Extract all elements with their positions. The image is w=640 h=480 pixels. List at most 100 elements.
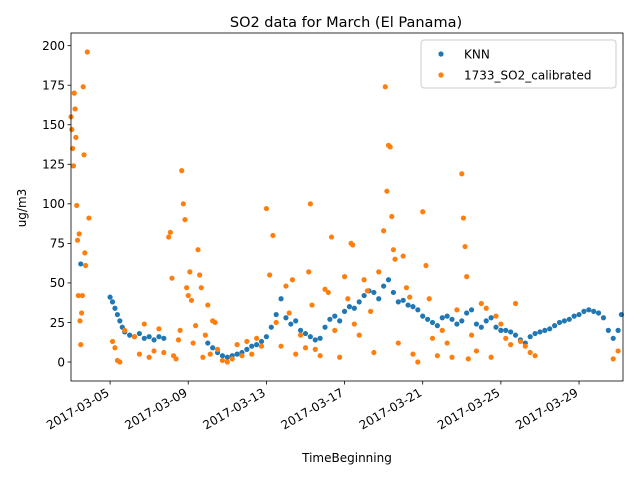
knn-point xyxy=(258,338,265,345)
knn-point xyxy=(390,289,397,296)
so2-calibrated-point xyxy=(136,351,142,357)
knn-point xyxy=(493,324,499,330)
knn-point xyxy=(434,323,440,329)
knn-point xyxy=(561,318,567,324)
knn-point xyxy=(425,316,431,322)
so2-calibrated-point xyxy=(498,321,504,327)
knn-point xyxy=(356,299,362,305)
so2-calibrated-point xyxy=(322,286,328,292)
knn-point xyxy=(410,304,416,310)
so2-calibrated-point xyxy=(454,307,460,313)
so2-calibrated-point xyxy=(188,297,195,303)
so2-calibrated-point xyxy=(207,351,213,357)
so2-calibrated-point xyxy=(190,340,196,346)
knn-point xyxy=(351,305,357,311)
so2-calibrated-point xyxy=(415,359,421,365)
so2-calibrated-point xyxy=(200,354,206,360)
so2-calibrated-point xyxy=(258,343,265,349)
so2-calibrated-point xyxy=(390,247,397,253)
so2-calibrated-point xyxy=(483,305,489,311)
knn-point xyxy=(151,337,157,343)
so2-calibrated-point xyxy=(307,201,313,207)
knn-point xyxy=(444,313,450,319)
knn-point xyxy=(498,327,504,333)
knn-point xyxy=(361,292,367,299)
so2-calibrated-point xyxy=(224,359,230,365)
so2-calibrated-point xyxy=(522,343,528,349)
so2-calibrated-point xyxy=(156,326,162,332)
knn-point xyxy=(141,335,147,341)
so2-calibrated-point xyxy=(351,321,357,327)
knn-point xyxy=(317,335,323,341)
so2-calibrated-point xyxy=(82,250,88,256)
so2-calibrated-point xyxy=(610,356,616,362)
so2-calibrated-point xyxy=(395,340,401,346)
plot-frame xyxy=(70,32,624,382)
knn-point xyxy=(420,313,426,319)
knn-point xyxy=(488,315,494,321)
so2-calibrated-point xyxy=(289,277,296,283)
knn-point xyxy=(210,345,216,351)
so2-calibrated-point xyxy=(198,285,204,291)
so2-calibrated-point xyxy=(187,269,193,275)
knn-point xyxy=(503,327,509,333)
so2-calibrated-point xyxy=(478,300,484,307)
knn-point xyxy=(395,299,401,305)
so2-calibrated-point xyxy=(361,277,367,283)
so2-calibrated-point xyxy=(328,234,335,240)
so2-calibrated-point xyxy=(317,353,323,359)
knn-point xyxy=(322,324,328,330)
so2-calibrated-point xyxy=(337,354,343,360)
knn-point xyxy=(249,343,255,349)
y-axis-ticks: 0 25 50 75 100 125 150 175 200 xyxy=(42,39,71,369)
so2-calibrated-point xyxy=(71,90,77,96)
so2-calibrated-point xyxy=(78,310,85,316)
knn-point xyxy=(273,311,279,318)
knn-point xyxy=(307,334,313,340)
so2-calibrated-point xyxy=(389,213,395,220)
so2-calibrated-point xyxy=(460,215,467,221)
so2-calibrated-point xyxy=(179,168,185,174)
knn-point xyxy=(244,346,250,352)
so2-calibrated-point xyxy=(493,313,499,319)
so2-calibrated-point xyxy=(381,228,387,234)
y-tick-label: 50 xyxy=(50,276,65,290)
so2-calibrated-point xyxy=(151,348,157,354)
knn-point xyxy=(312,337,318,343)
so2-calibrated-point xyxy=(503,335,509,341)
so2-calibrated-point xyxy=(84,49,90,55)
so2-calibrated-point xyxy=(75,292,81,299)
so2-calibrated-point xyxy=(109,338,116,345)
so2-calibrated-point xyxy=(532,353,538,359)
so2-calibrated-point xyxy=(184,285,190,291)
plot-background xyxy=(71,33,623,381)
knn-point xyxy=(537,329,543,335)
so2-calibrated-point xyxy=(278,343,284,349)
legend-frame xyxy=(420,39,617,89)
so2-calibrated-point xyxy=(80,84,86,90)
knn-point xyxy=(263,334,269,340)
knn-point xyxy=(337,318,343,324)
so2-calibrated-point xyxy=(464,274,470,280)
so2-calibrated-point xyxy=(273,319,279,326)
so2-calibrated-point xyxy=(146,354,152,360)
so2-calibrated-point xyxy=(512,300,519,307)
so2-calibrated-point xyxy=(423,262,429,269)
knn-point xyxy=(547,326,553,332)
so2-calibrated-point xyxy=(293,351,299,357)
knn-point xyxy=(415,307,421,313)
knn-point xyxy=(346,304,353,310)
so2-calibrated-point xyxy=(345,296,351,302)
y-tick-label: 200 xyxy=(42,39,65,53)
so2-calibrated-point xyxy=(371,349,377,356)
knn-point xyxy=(112,305,118,311)
so2-calibrated-point xyxy=(161,349,167,356)
knn-point xyxy=(109,299,116,305)
y-tick-label: 75 xyxy=(50,237,65,251)
so2-calibrated-point xyxy=(325,289,331,296)
knn-point xyxy=(327,316,333,322)
so2-calibrated-point xyxy=(182,217,188,223)
so2-calibrated-point xyxy=(429,335,436,341)
series-1733-so2-calibrated xyxy=(68,49,621,365)
so2-calibrated-point xyxy=(527,349,533,356)
